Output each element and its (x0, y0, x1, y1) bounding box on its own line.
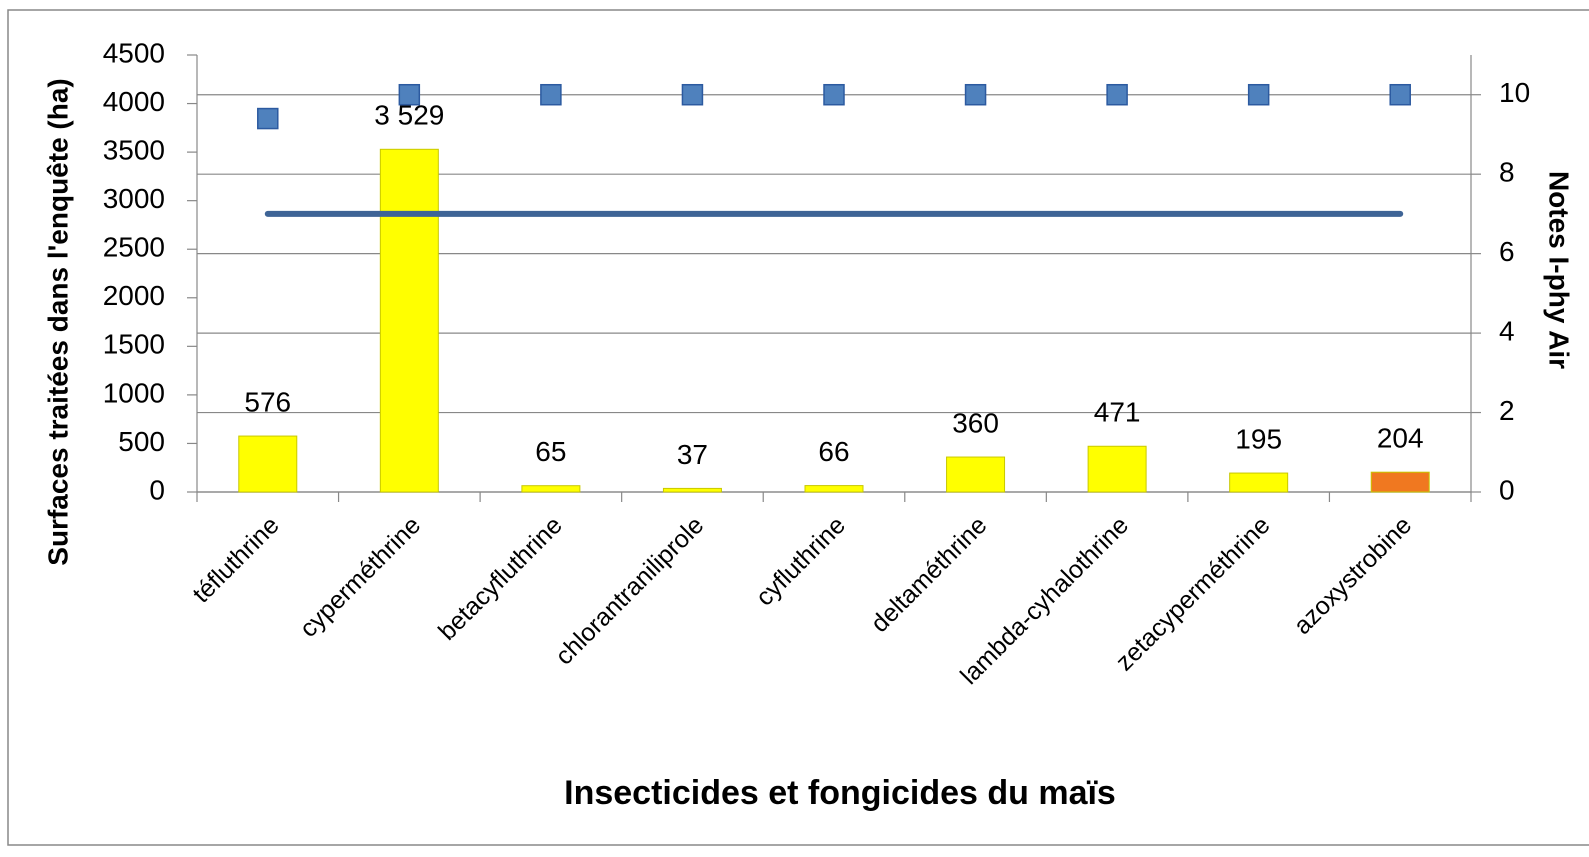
bar (1087, 445, 1147, 493)
y2-tick-label: 6 (1499, 236, 1515, 267)
marker (398, 83, 421, 106)
y2-tick-label: 8 (1499, 157, 1515, 188)
y-tick-label: 2000 (103, 280, 165, 311)
bar (804, 485, 864, 493)
y-tick-label: 2500 (103, 232, 165, 263)
data-label: 195 (1235, 423, 1282, 454)
y-tick-label: 0 (149, 474, 165, 505)
data-label: 204 (1377, 423, 1424, 454)
bar (1370, 471, 1430, 493)
y-tick-label: 3500 (103, 135, 165, 166)
y2-tick-label: 0 (1499, 474, 1515, 505)
bar (238, 435, 298, 493)
y-axis-title: Surfaces traitées dans l'enquête (ha) (42, 78, 73, 565)
data-label: 65 (535, 436, 566, 467)
data-label: 576 (244, 386, 291, 417)
marker (964, 83, 987, 106)
y-tick-label: 1500 (103, 329, 165, 360)
data-label: 37 (677, 439, 708, 470)
y2-tick-label: 2 (1499, 395, 1515, 426)
chart-frame (7, 9, 1589, 846)
marker (1389, 83, 1411, 106)
y-tick-label: 4500 (103, 37, 165, 68)
data-label: 360 (952, 407, 999, 438)
bar (662, 487, 722, 493)
bar (946, 456, 1006, 493)
marker (1247, 83, 1270, 106)
x-axis-title: Insecticides et fongicides du maïs (564, 774, 1116, 812)
marker (681, 83, 704, 106)
bar (521, 485, 581, 493)
bar (1229, 472, 1289, 493)
marker (823, 83, 845, 106)
marker (257, 107, 279, 130)
data-label: 471 (1094, 397, 1141, 428)
y-tick-label: 3000 (103, 183, 165, 214)
y-tick-label: 1000 (103, 377, 165, 408)
y2-tick-label: 10 (1499, 77, 1530, 108)
y2-tick-label: 4 (1499, 315, 1515, 346)
data-label: 66 (818, 436, 849, 467)
marker (1106, 83, 1128, 106)
bar (379, 148, 439, 493)
marker (540, 83, 562, 106)
y-tick-label: 4000 (103, 86, 165, 117)
y2-axis-title: Notes I-phy Air (1544, 171, 1575, 369)
y-tick-label: 500 (118, 426, 165, 457)
